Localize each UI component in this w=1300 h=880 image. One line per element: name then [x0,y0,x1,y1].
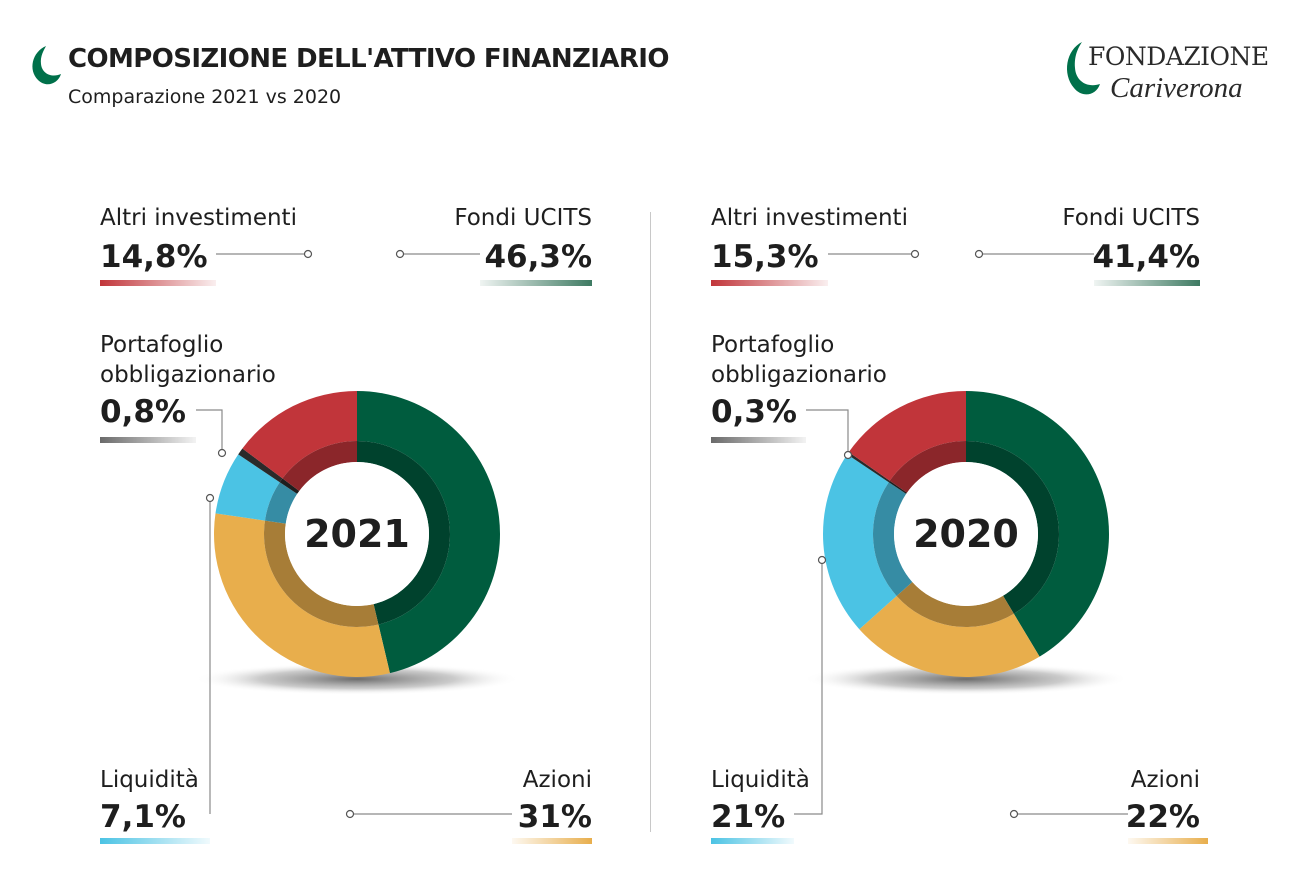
connector-dot-altri-investimenti [910,249,920,259]
connector-line-portafoglio-obbligazionario [196,409,223,453]
label-value-liquidit-: 21% [711,799,785,835]
slice-portafoglio-obbligazionario [847,452,890,483]
label-underline-azioni [512,838,592,844]
slice-liquidit- [215,454,280,521]
slice-liquidit- [823,454,897,630]
slice-inner-ring [263,520,379,627]
foundation-logo: FONDAZIONE Cariverona [1060,40,1280,104]
slice-azioni [213,513,390,677]
label-name-azioni: Azioni [1131,767,1200,793]
donut-chart-2020: 2020 Fondi UCITS 41,4% Azioni 22% Liquidità 21… [711,205,1208,844]
label-underline-altri-investimenti [711,280,828,286]
label-name-portafoglio-obbligazionario-line2: obbligazionario [100,362,276,388]
slice-inner-ring [896,581,1014,627]
slice-altri-investimenti [848,391,966,481]
slice-inner-ring [282,440,357,491]
label-underline-liquidit- [711,838,794,844]
slice-fondi-ucits [357,391,500,674]
slice-inner-ring [357,441,451,625]
label-value-portafoglio-obbligazionario: 0,8% [100,394,186,430]
charts-divider [650,212,651,832]
slice-altri-investimenti [242,391,357,479]
label-value-azioni: 31% [518,799,592,835]
label-underline-fondi-ucits [480,280,592,286]
leaf-icon [32,46,61,85]
label-underline-altri-investimenti [100,280,216,286]
slice-inner-ring [889,441,966,493]
chart-shadow [803,663,1129,695]
label-underline-portafoglio-obbligazionario [100,437,196,443]
logo-text-cariverona: Cariverona [1110,72,1243,104]
slice-inner-ring [264,482,298,524]
label-underline-azioni [1128,838,1208,844]
connector-dot-liquidit- [205,493,215,503]
slice-portafoglio-obbligazionario [238,448,283,483]
connector-dot-azioni [345,809,355,819]
label-value-portafoglio-obbligazionario: 0,3% [711,394,797,430]
label-name-liquidit-: Liquidità [100,767,199,793]
page-subtitle: Comparazione 2021 vs 2020 [68,86,342,108]
label-value-fondi-ucits: 41,4% [1092,239,1200,275]
slice-azioni [859,595,1040,677]
label-underline-portafoglio-obbligazionario [711,437,806,443]
label-value-altri-investimenti: 15,3% [711,239,819,275]
connector-dot-liquidit- [817,555,827,565]
slice-inner-ring [966,441,1059,614]
label-name-altri-investimenti: Altri investimenti [100,205,297,231]
label-value-liquidit-: 7,1% [100,799,186,835]
label-name-liquidit-: Liquidità [711,767,810,793]
connector-line-liquidit- [794,560,823,815]
label-name-portafoglio-obbligazionario: Portafoglio [711,332,834,358]
center-year-label: 2021 [304,512,410,556]
logo-text-fondazione: FONDAZIONE [1088,42,1269,71]
connector-line-portafoglio-obbligazionario [806,409,849,455]
label-underline-liquidit- [100,838,210,844]
slice-inner-ring [279,478,300,494]
label-underline-fondi-ucits [1094,280,1200,286]
connector-dot-fondi-ucits [974,249,984,259]
slice-inner-ring [873,482,913,596]
label-name-azioni: Azioni [523,767,592,793]
label-value-azioni: 22% [1126,799,1200,835]
donut-center [285,462,429,606]
label-name-altri-investimenti: Altri investimenti [711,205,908,231]
label-value-fondi-ucits: 46,3% [484,239,592,275]
slice-inner-ring [888,480,907,494]
leaf-icon [1067,42,1100,95]
label-value-altri-investimenti: 14,8% [100,239,208,275]
label-name-fondi-ucits: Fondi UCITS [1062,205,1200,231]
donut-chart-2021: 2021 Fondi UCITS 46,3% Azioni 31% Liquidità 7,… [100,205,592,844]
page-title: COMPOSIZIONE DELL'ATTIVO FINANZIARIO [68,44,669,74]
label-name-portafoglio-obbligazionario: Portafoglio [100,332,223,358]
label-name-portafoglio-obbligazionario-line2: obbligazionario [711,362,887,388]
center-year-label: 2020 [913,512,1019,556]
chart-shadow [194,663,520,695]
slice-fondi-ucits [966,391,1109,657]
donut-center [894,462,1038,606]
label-name-fondi-ucits: Fondi UCITS [454,205,592,231]
connector-dot-portafoglio-obbligazionario [843,450,853,460]
connector-dot-fondi-ucits [395,249,405,259]
connector-dot-portafoglio-obbligazionario [217,448,227,458]
connector-dot-altri-investimenti [303,249,313,259]
connector-dot-azioni [1009,809,1019,819]
